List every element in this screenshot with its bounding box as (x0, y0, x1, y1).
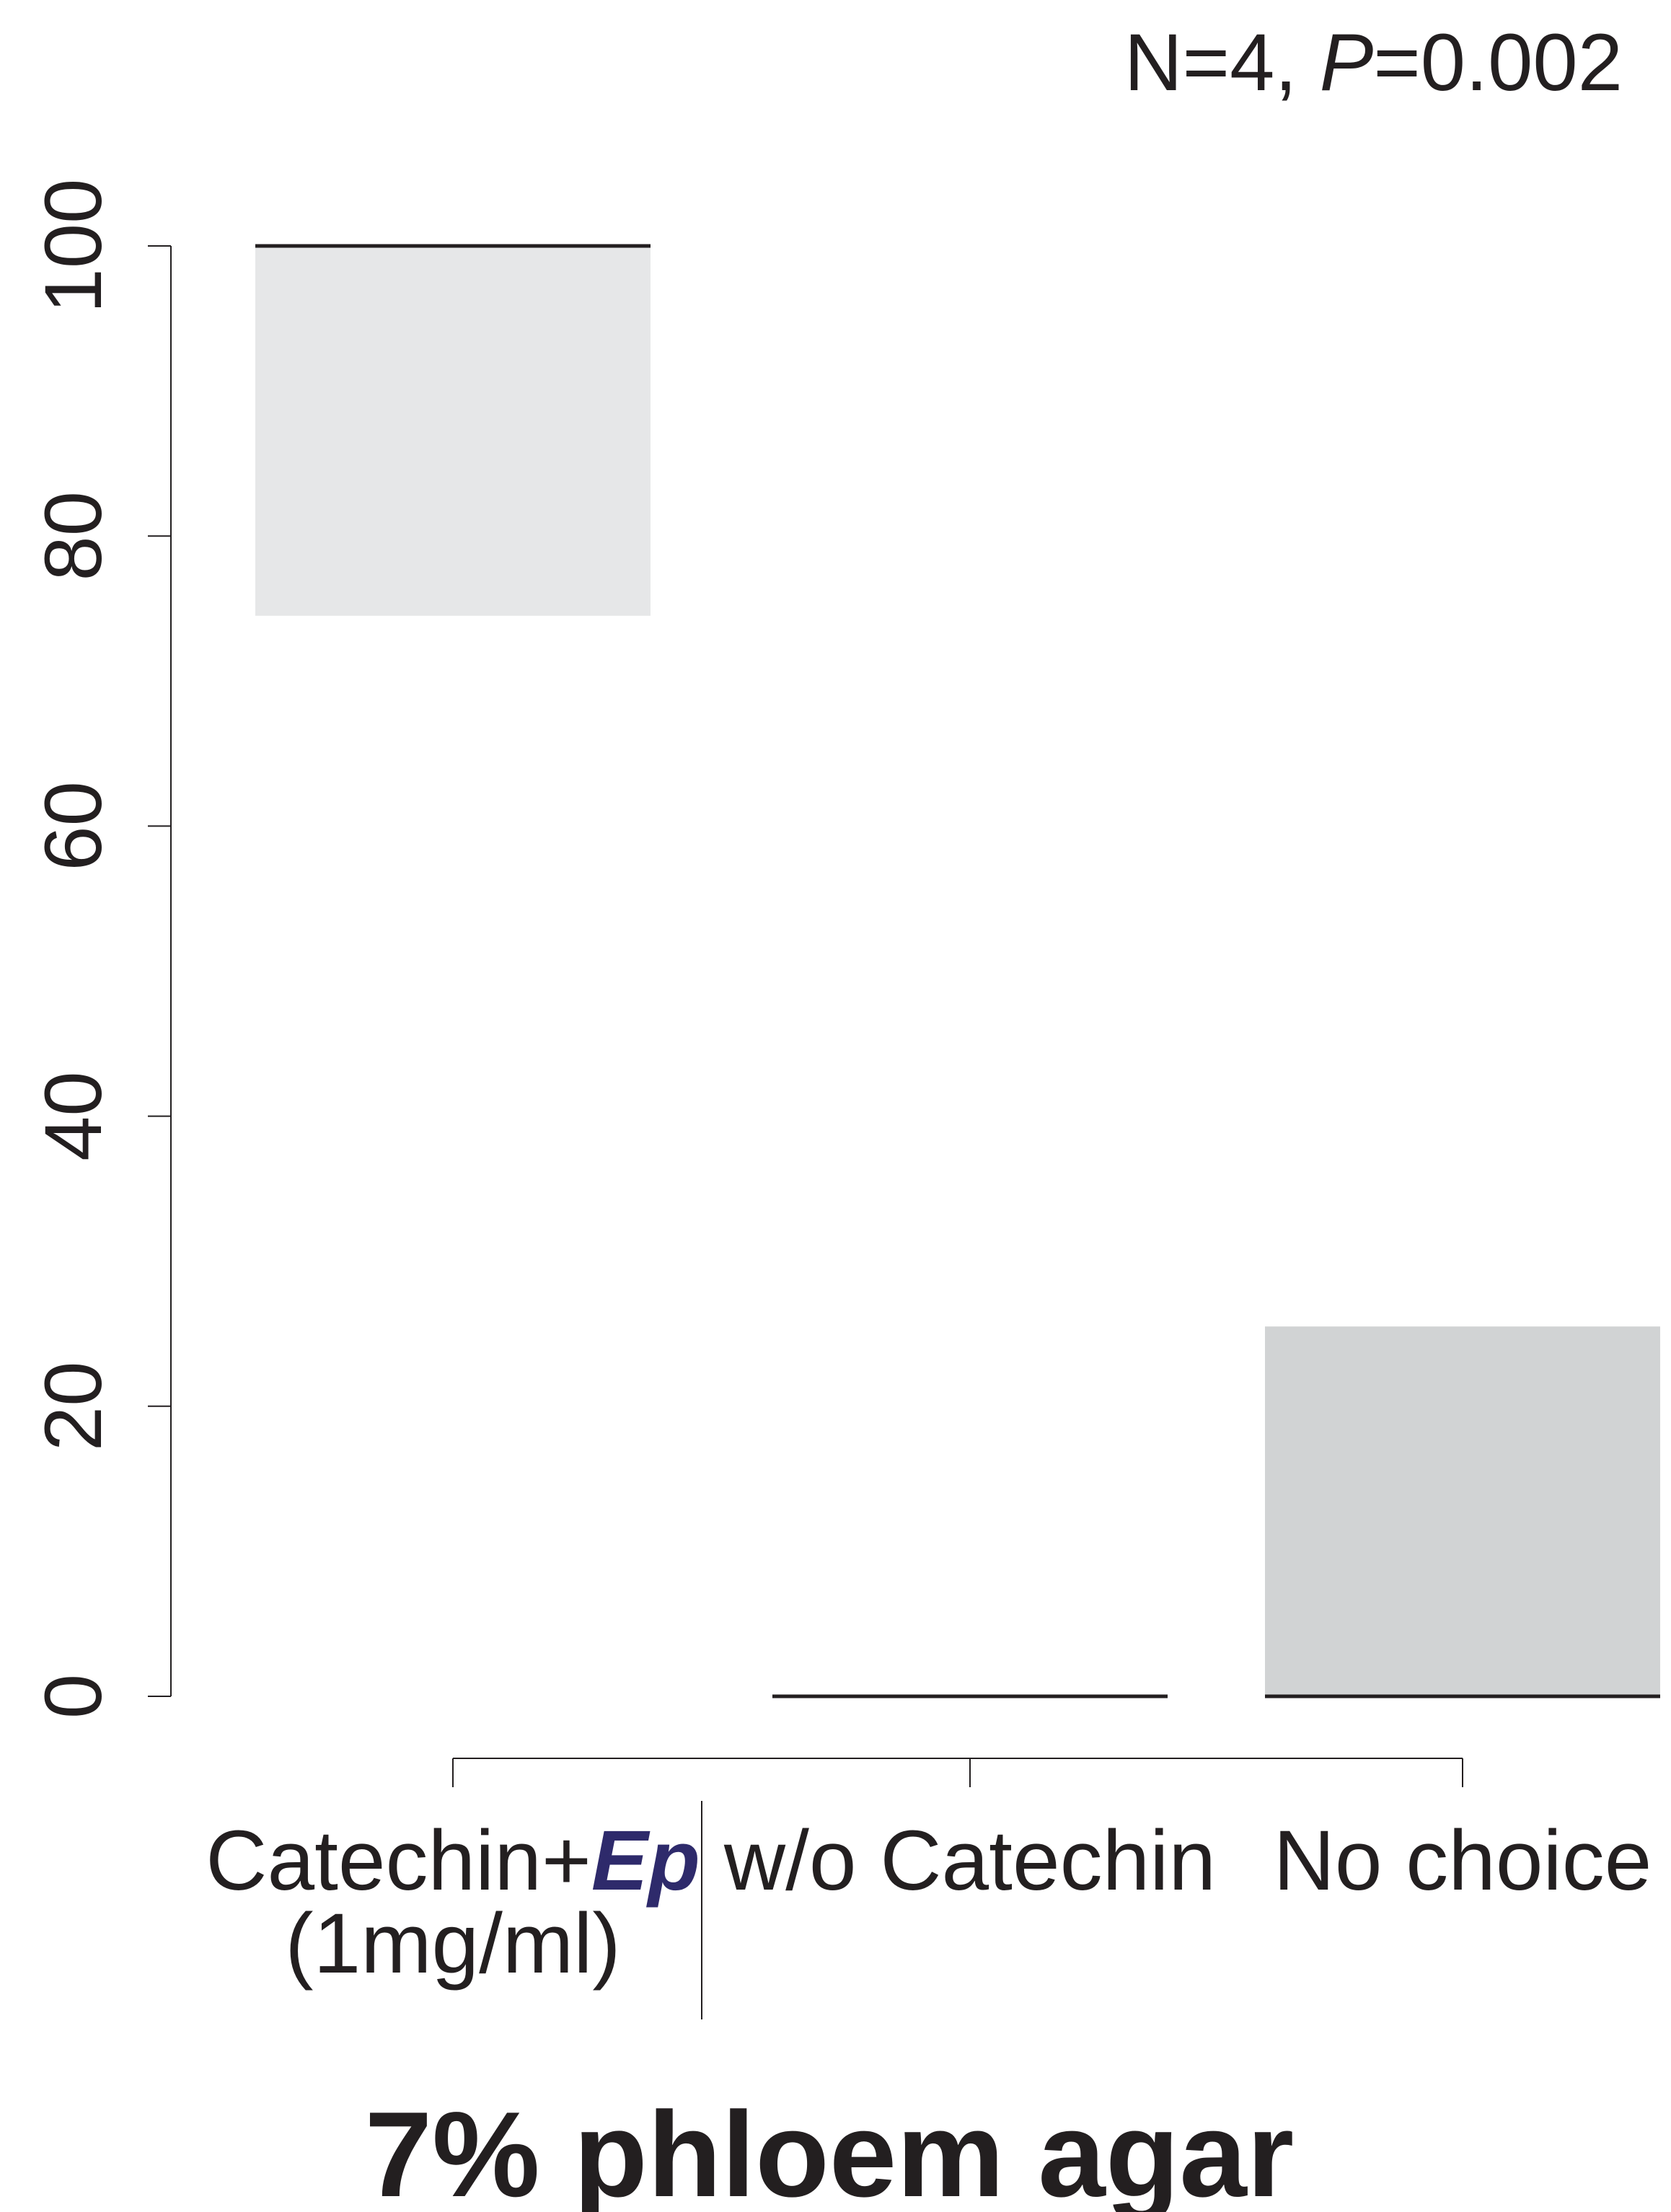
x-axis: Catechin+Ep(1mg/ml) w/o Catechin No choice (206, 1758, 1652, 2019)
chart-title: 7% phloem agar (365, 2087, 1294, 2212)
box-plot-layer (255, 244, 1660, 1698)
y-tick-label: 80 (28, 491, 118, 581)
x-category-label: Catechin+Ep (206, 1813, 700, 1908)
x-category-label: w/o Catechin (723, 1813, 1216, 1908)
category-label-text: Catechin+ (206, 1813, 591, 1908)
annotation-p-value: =0.002 (1373, 17, 1623, 107)
x-category-label: No choice (1274, 1813, 1652, 1908)
y-tick-label: 100 (28, 179, 118, 314)
x-category-label: (1mg/ml) (285, 1896, 620, 1991)
category-label-emphasis: Ep (591, 1813, 700, 1908)
box-body (255, 246, 651, 616)
category-label-text: No choice (1274, 1813, 1652, 1908)
y-tick-label: 20 (28, 1362, 118, 1452)
category-label-text: w/o Catechin (723, 1813, 1216, 1908)
y-tick-label: 0 (28, 1674, 118, 1719)
box-0 (255, 244, 651, 616)
stats-annotation: N=4, P=0.002 (1124, 17, 1623, 107)
box-body (1265, 1326, 1660, 1696)
annotation-prefix: N=4, (1124, 17, 1320, 107)
y-tick-label: 60 (28, 781, 118, 871)
y-tick-label: 40 (28, 1071, 118, 1161)
annotation-p-symbol: P (1320, 17, 1374, 107)
y-axis: 0 20 40 60 80 100 (28, 179, 172, 1719)
box-2 (1265, 1326, 1660, 1698)
category-label-text: (1mg/ml) (285, 1896, 620, 1991)
